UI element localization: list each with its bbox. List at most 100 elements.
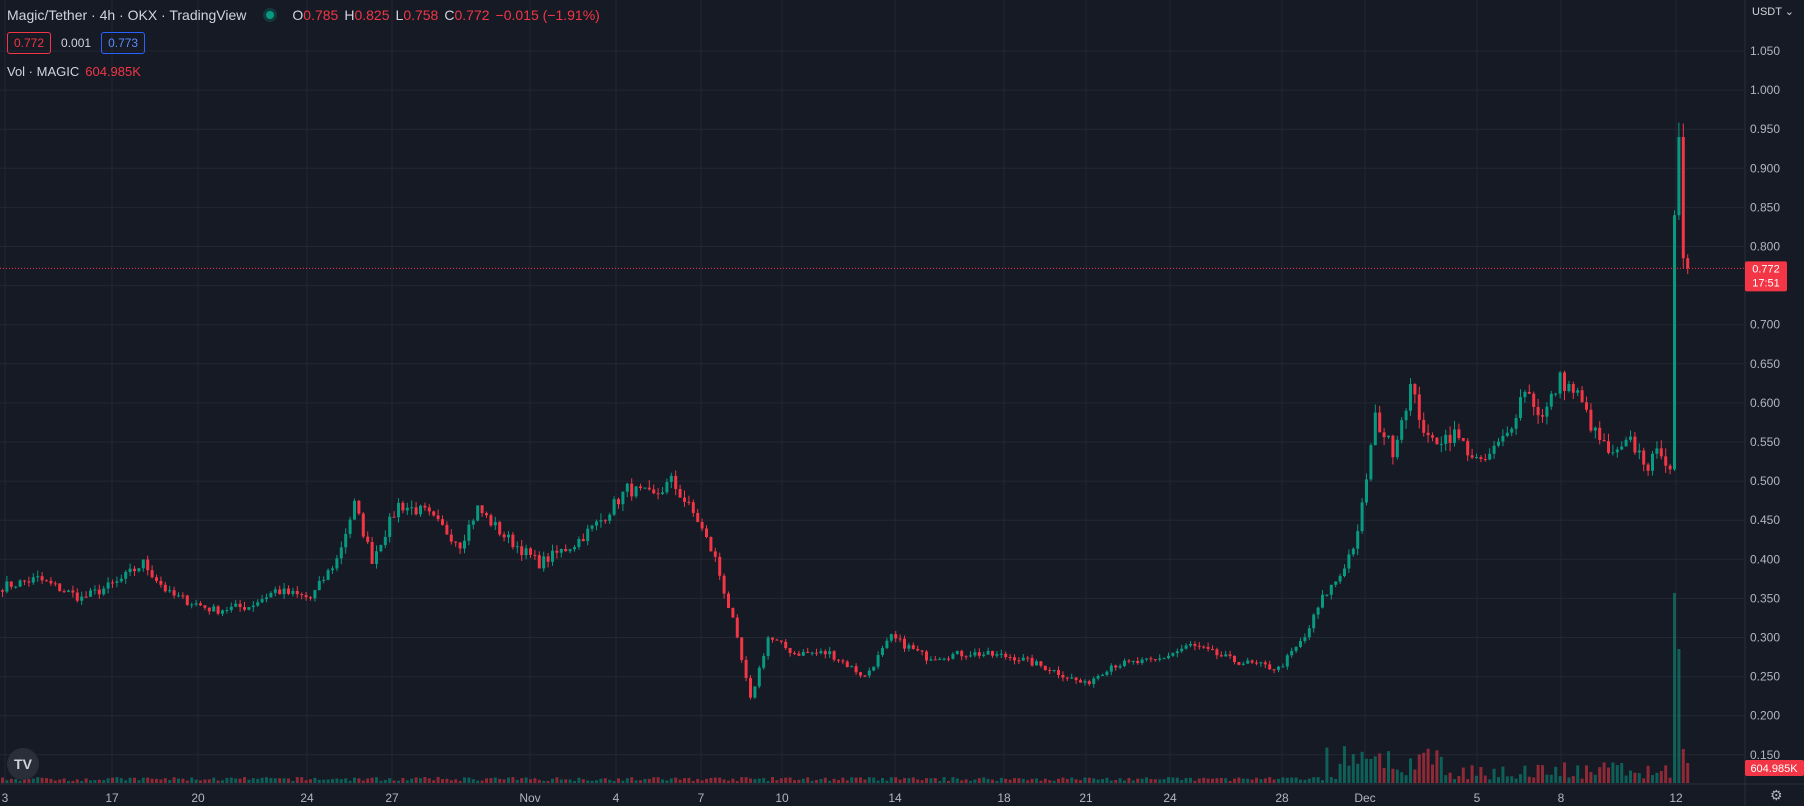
price-tag-box [1745,261,1787,292]
candle-body [1624,439,1628,447]
volume-bar [1426,748,1430,783]
ask-button[interactable]: 0.773 [101,32,146,54]
symbol-title[interactable]: Magic/Tether · 4h · OKX · TradingView [7,7,247,23]
volume-bar [1536,764,1540,783]
volume-bar [18,780,22,783]
candle-body [1255,662,1258,664]
volume-bar [128,777,132,783]
candle-body [643,487,647,489]
tradingview-logo[interactable]: TV [7,748,39,780]
bid-button[interactable]: 0.772 [7,32,52,54]
candle-body [841,660,845,662]
volume-bar [111,777,114,783]
volume-bar [1422,752,1426,783]
candle-body [894,634,898,639]
volume-bar [133,777,136,783]
volume-bar [383,779,387,783]
volume-bar [278,778,282,783]
volume-bar [744,777,748,783]
volume-bar [595,780,598,783]
candle-body [933,659,937,661]
volume-label[interactable]: Vol · MAGIC [7,64,80,79]
candle-body [982,654,986,656]
candle-body [331,568,334,571]
candle-body [872,666,876,671]
volume-bar [1228,780,1232,783]
volume-bar [1149,779,1153,783]
candle-body [617,499,620,505]
candle-body [1312,614,1316,629]
currency-selector[interactable]: USDT ⌄ [1752,6,1795,18]
candle-body [1492,445,1496,454]
candle-body [397,502,400,518]
candle-body [722,575,726,594]
candle-body [476,505,480,521]
volume-bar [608,779,612,783]
candle-body [1431,435,1434,438]
candle-body [62,591,66,593]
volume-bar [1158,779,1162,783]
gear-icon[interactable]: ⚙ [1770,787,1783,803]
volume-bar [1554,766,1558,783]
volume-bar [1501,766,1505,783]
candle-body [493,522,497,526]
candle-body [1536,406,1540,416]
candle-body [674,475,678,489]
candle-body [243,607,246,610]
candle-body [1065,677,1069,679]
volume-bar [207,779,211,783]
candle-body [718,556,722,576]
candle-body [1272,669,1276,671]
candle-body [964,656,968,658]
volume-bar [1219,777,1223,783]
candle-body [1219,655,1223,657]
market-status-icon[interactable] [266,11,275,19]
volume-bar [141,777,145,783]
candle-body [423,505,427,508]
volume-bar [1294,777,1298,783]
candle-body [665,481,669,493]
candle-body [1334,581,1338,585]
candle-body [1351,548,1355,555]
candle-body [234,603,238,607]
candle-body [1299,641,1302,647]
candle-body [608,514,612,521]
candle-body [317,580,321,591]
volume-bar [1013,778,1016,783]
volume-bar [432,780,436,783]
candle-body [1197,645,1201,647]
volume-bar [31,778,35,783]
candle-body [366,536,370,542]
candle-body [1404,410,1408,421]
candle-body [1633,436,1637,453]
candle-body [1105,671,1109,675]
volume-bar [1466,779,1470,783]
volume-bar [995,780,999,783]
volume-bar [1527,776,1531,783]
candle-body [991,650,994,656]
volume-bar [1457,776,1461,783]
candle-body [823,651,827,655]
volume-bar [991,779,994,783]
volume-bar [203,779,207,783]
candle-body [432,511,436,516]
candle-body [419,505,422,515]
candle-body [287,588,290,594]
candle-body [9,581,13,587]
volume-bar [137,780,141,783]
volume-bar [1519,774,1522,783]
volume-bar [863,779,867,783]
volume-bar [916,779,920,783]
candle-body [678,488,682,498]
candle-body [1475,457,1478,459]
candle-body [304,595,308,598]
volume-bar [687,777,691,783]
volume-bar [727,780,730,783]
volume-bar [986,778,990,783]
candle-body [683,497,686,502]
candle-body [925,651,928,661]
candle-body [784,641,788,649]
candle-body [573,547,576,550]
